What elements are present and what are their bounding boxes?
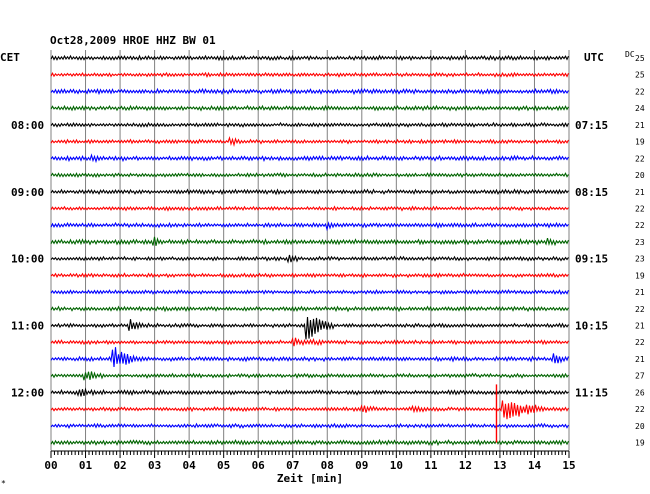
x-tick-label: 15: [562, 459, 575, 472]
dc-offset-value: 19: [635, 439, 645, 448]
x-tick-label: 01: [79, 459, 93, 472]
dc-offset-value: 21: [635, 188, 645, 197]
trace-18: [50, 336, 569, 347]
dc-offset-value: 25: [635, 54, 645, 63]
seismogram-traces: [50, 54, 570, 447]
dc-offset-value: 25: [635, 71, 645, 80]
dc-offset-values: 25 25 22 24 21 19 22 20 21 22 22 23 23 19 21 22 21 22 21 27…: [635, 54, 645, 448]
x-tick-label: 10: [390, 459, 403, 472]
dc-offset-value: 27: [635, 372, 645, 381]
right-time-label: 11:15: [575, 386, 608, 399]
x-tick-label: 11: [424, 459, 438, 472]
trace-13: [50, 254, 569, 264]
dc-offset-value: 22: [635, 87, 645, 96]
trace-12: [50, 236, 569, 247]
trace-14: [50, 272, 569, 279]
trace-7: [50, 153, 569, 164]
dc-offset-value: 19: [635, 271, 645, 280]
trace-11: [50, 221, 569, 232]
right-time-labels: 07:15 08:15 09:15 10:15 11:15: [575, 119, 608, 400]
left-axis-label: CET: [0, 51, 20, 64]
trace-22: [50, 400, 569, 420]
right-time-label: 08:15: [575, 186, 608, 199]
dc-offset-value: 19: [635, 138, 645, 147]
dc-offset-value: 22: [635, 221, 645, 230]
left-time-label: 09:00: [11, 186, 44, 199]
dc-offset-value: 21: [635, 121, 645, 130]
left-time-label: 08:00: [11, 119, 44, 132]
right-time-label: 07:15: [575, 119, 608, 132]
trace-1: [50, 54, 569, 62]
x-tick-label: 05: [217, 459, 230, 472]
x-tick-label: 08: [321, 459, 334, 472]
trace-4: [50, 104, 569, 112]
trace-21: [50, 387, 569, 397]
x-axis: 00 01 02 03 04 05 06 07 08 09 10 11 12 13 14 15: [44, 450, 576, 472]
trace-10: [50, 205, 569, 212]
x-tick-label: 00: [44, 459, 57, 472]
x-tick-label: 12: [459, 459, 472, 472]
left-time-labels: 08:00 09:00 10:00 11:00 12:00: [11, 119, 44, 400]
dc-offset-value: 22: [635, 405, 645, 414]
minute-grid: [50, 50, 570, 451]
dc-offset-value: 22: [635, 305, 645, 314]
dc-offset-value: 26: [635, 388, 645, 397]
dc-offset-value: 23: [635, 238, 645, 247]
trace-24: [50, 438, 569, 447]
trace-23: [50, 422, 569, 429]
dc-offset-value: 22: [635, 154, 645, 163]
right-time-label: 09:15: [575, 253, 608, 266]
right-axis-label: UTC: [584, 51, 604, 64]
dc-offset-value: 21: [635, 355, 645, 364]
x-tick-label: 06: [252, 459, 266, 472]
trace-2: [50, 71, 569, 78]
x-tick-label: 09: [355, 459, 368, 472]
x-axis-label: Zeit [min]: [277, 472, 343, 485]
left-time-label: 11:00: [11, 320, 44, 333]
trace-5: [50, 121, 569, 128]
trace-17: [50, 316, 569, 340]
x-tick-label: 13: [493, 459, 506, 472]
chart-title: Oct28,2009 HROE HHZ BW 01: [50, 34, 216, 47]
dc-offset-value: 22: [635, 204, 645, 213]
x-tick-label: 03: [148, 459, 161, 472]
x-tick-label: 07: [286, 459, 299, 472]
trace-6: [50, 135, 569, 147]
trace-19: [50, 347, 570, 367]
right-time-label: 10:15: [575, 320, 608, 333]
trace-3: [50, 87, 569, 96]
trace-15: [50, 289, 570, 296]
corner-mark: *: [1, 479, 6, 488]
dc-offset-value: 22: [635, 338, 645, 347]
dc-offset-value: 21: [635, 322, 645, 331]
dc-label: DC: [625, 50, 635, 59]
dc-offset-value: 21: [635, 288, 645, 297]
left-time-label: 10:00: [11, 253, 44, 266]
x-tick-label: 04: [183, 459, 197, 472]
trace-9: [50, 188, 569, 196]
dc-offset-value: 23: [635, 255, 645, 264]
trace-16: [50, 305, 569, 313]
dc-offset-value: 20: [635, 171, 645, 180]
trace-8: [50, 171, 569, 179]
trace-20: [50, 371, 569, 381]
dc-offset-value: 24: [635, 104, 645, 113]
x-tick-label: 02: [113, 459, 126, 472]
x-tick-label: 14: [528, 459, 542, 472]
dc-offset-value: 20: [635, 422, 645, 431]
left-time-label: 12:00: [11, 386, 44, 399]
